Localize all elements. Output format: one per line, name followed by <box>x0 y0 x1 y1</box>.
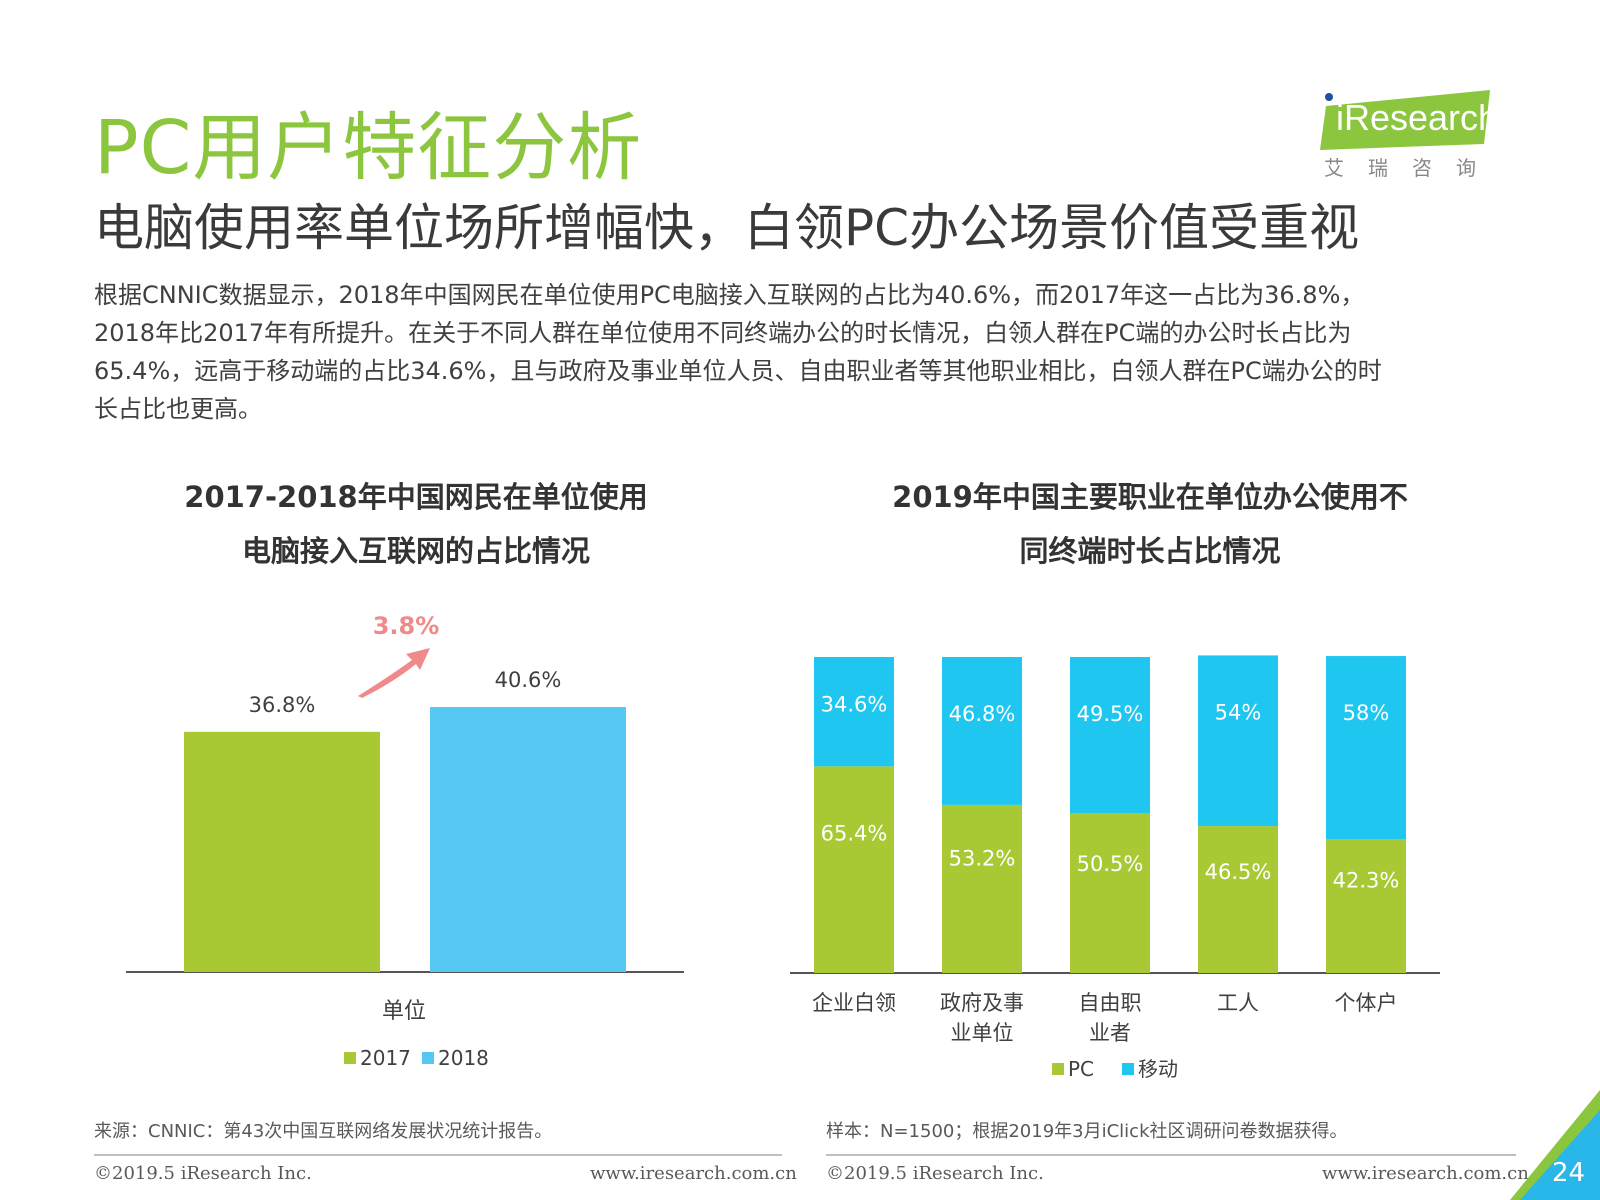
data-label: 49.5% <box>1077 702 1144 726</box>
growth-arrow <box>358 648 430 698</box>
chart1-title-line: 2017-2018年中国网民在单位使用 <box>184 480 648 514</box>
chart2-title-line: 2019年中国主要职业在单位办公使用不 <box>892 480 1408 514</box>
bar-segment-移动 <box>1326 656 1406 840</box>
logo-subtitle: 艾瑞咨询 <box>1324 156 1500 180</box>
legend-swatch-PC <box>1052 1063 1064 1075</box>
x-tick-label: 工人 <box>1217 991 1259 1015</box>
x-tick-label: 自由职 <box>1079 991 1142 1015</box>
data-label: 50.5% <box>1077 852 1144 876</box>
x-tick-label: 业单位 <box>951 1021 1014 1045</box>
corner-triangle-blue <box>1520 1110 1600 1200</box>
data-label: 65.4% <box>821 822 888 846</box>
intro-paragraph: 根据CNNIC数据显示，2018年中国网民在单位使用PC电脑接入互联网的占比为4… <box>94 276 1534 428</box>
chart2-stacked-bar: 65.4% 34.6% 企业白领 53.2% 46.8% 政府及事业单位 50.5% 49.5… <box>790 655 1440 1081</box>
x-tick-label: 政府及事 <box>940 991 1024 1015</box>
corner-decoration <box>1510 1090 1600 1200</box>
data-label: 46.5% <box>1205 860 1272 884</box>
page-subtitle: 电脑使用率单位场所增幅快，白领PC办公场景价值受重视 <box>94 199 1360 257</box>
chart1-grouped-bar: 36.8% 40.6% 单位 3.8% 2017 2018 <box>126 612 684 1070</box>
legend-label: 2017 <box>360 1046 411 1070</box>
arrow-icon <box>358 648 430 698</box>
page-title: PC用户特征分析 <box>94 105 643 191</box>
data-label: 40.6% <box>495 668 562 692</box>
data-label: 36.8% <box>249 693 316 717</box>
x-tick-label: 单位 <box>382 999 426 1024</box>
chart2-title-line: 同终端时长占比情况 <box>1019 534 1281 568</box>
chart1-title: 2017-2018年中国网民在单位使用 电脑接入互联网的占比情况 <box>126 470 706 578</box>
legend-swatch-2017 <box>344 1052 356 1064</box>
footer-divider-left <box>94 1154 782 1156</box>
source-note-right: 样本：N=1500；根据2019年3月iClick社区调研问卷数据获得。 <box>826 1121 1348 1142</box>
page-number: 24 <box>1552 1158 1586 1188</box>
bar-segment-PC <box>1326 839 1406 973</box>
bar-segment-移动 <box>814 657 894 767</box>
legend-swatch-移动 <box>1122 1063 1134 1075</box>
footer-copyright-left: ©2019.5 iResearch Inc. <box>94 1163 312 1184</box>
logo-banner <box>1320 90 1490 150</box>
data-label: 53.2% <box>949 846 1016 870</box>
legend-label: 2018 <box>438 1046 489 1070</box>
data-label: 42.3% <box>1333 868 1400 892</box>
bar-segment-PC <box>814 766 894 973</box>
bar-segment-PC <box>942 804 1022 973</box>
source-note-left: 来源：CNNIC：第43次中国互联网络发展状况统计报告。 <box>94 1121 553 1142</box>
x-tick-label: 业者 <box>1089 1021 1131 1045</box>
legend-swatch-2018 <box>422 1052 434 1064</box>
chart2-title: 2019年中国主要职业在单位办公使用不 同终端时长占比情况 <box>800 470 1500 578</box>
x-tick-label: 企业白领 <box>812 991 896 1015</box>
bar-segment-PC <box>1198 826 1278 973</box>
footer-website-right: www.iresearch.com.cn <box>1322 1163 1529 1184</box>
intro-line: 2018年比2017年有所提升。在关于不同人群在单位使用不同终端办公的时长情况，… <box>94 319 1352 347</box>
x-tick-label: 个体户 <box>1335 991 1398 1015</box>
data-label: 46.8% <box>949 702 1016 726</box>
bar-segment-移动 <box>1070 657 1150 814</box>
footer-divider-right <box>826 1154 1516 1156</box>
bar-segment-移动 <box>942 657 1022 805</box>
data-label: 34.6% <box>821 693 888 717</box>
footer-website-left: www.iresearch.com.cn <box>590 1163 797 1184</box>
intro-line: 长占比也更高。 <box>94 395 262 423</box>
data-label: 58% <box>1343 701 1390 725</box>
bar-segment-PC <box>1070 813 1150 973</box>
bar-segment-移动 <box>1198 655 1278 827</box>
intro-line: 根据CNNIC数据显示，2018年中国网民在单位使用PC电脑接入互联网的占比为4… <box>94 281 1365 309</box>
logo-wordmark: iResearch <box>1336 97 1499 138</box>
chart1-title-line: 电脑接入互联网的占比情况 <box>241 534 590 568</box>
footer-copyright-right: ©2019.5 iResearch Inc. <box>826 1163 1044 1184</box>
bar-2018 <box>430 707 626 972</box>
iresearch-logo <box>1320 90 1490 150</box>
legend-label: PC <box>1068 1057 1094 1081</box>
annotation-label: 3.8% <box>373 612 440 640</box>
legend-label: 移动 <box>1138 1057 1178 1081</box>
logo-dot <box>1325 93 1333 101</box>
intro-line: 65.4%，远高于移动端的占比34.6%，且与政府及事业单位人员、自由职业者等其… <box>94 357 1382 385</box>
bar-2017 <box>184 731 380 972</box>
data-label: 54% <box>1215 700 1262 724</box>
